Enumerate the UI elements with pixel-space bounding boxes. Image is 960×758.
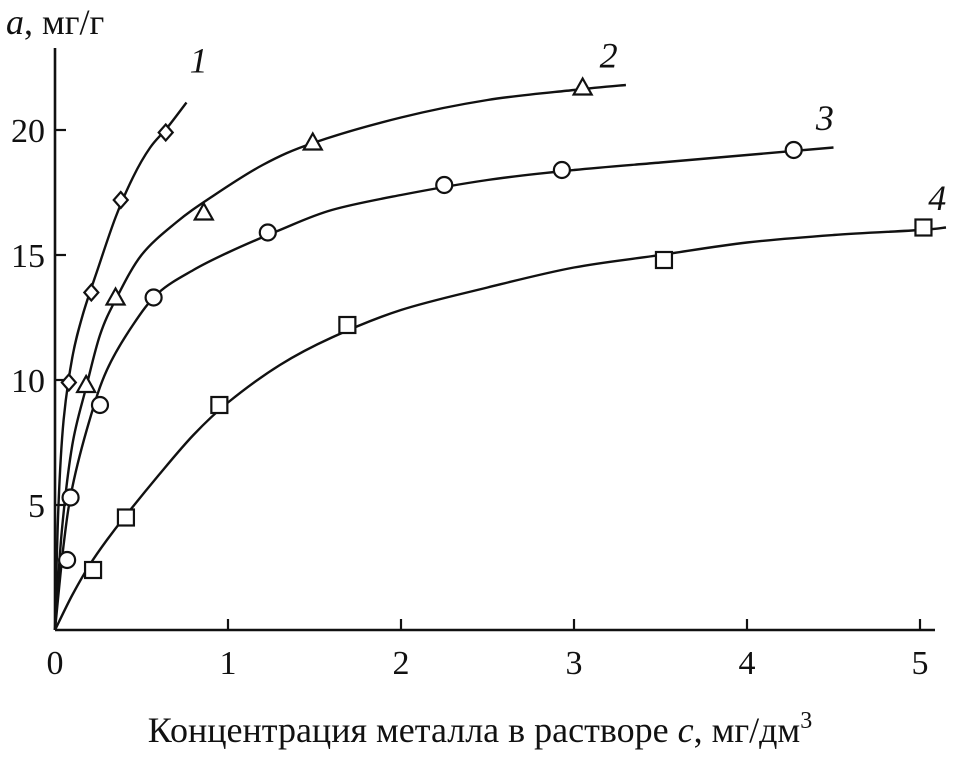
x-tick-label: 4 [739, 645, 756, 682]
series-3-point [61, 488, 80, 507]
series-2-point [571, 76, 594, 96]
x-axis-title-main: Концентрация металла в растворе [148, 710, 678, 750]
axes [53, 48, 935, 632]
series-2-curve [53, 83, 627, 631]
series-curves [53, 83, 947, 631]
series-3-point [58, 550, 77, 570]
series-1-point [157, 122, 175, 143]
series-2-point [301, 131, 324, 151]
series-4-curve [53, 226, 947, 631]
y-tick-label: 10 [11, 363, 45, 400]
series-2-point [192, 201, 215, 221]
x-axis-title: Концентрация металла в растворе c, мг/дм… [148, 708, 812, 750]
x-tick-label: 2 [393, 645, 410, 682]
x-tick-label: 3 [566, 645, 583, 682]
series-3-point [784, 140, 803, 160]
series-4-label: 4 [928, 178, 946, 218]
series-2-label: 2 [600, 36, 618, 76]
series-1-point [82, 282, 100, 303]
series-1-point [112, 190, 130, 210]
y-tick-label: 5 [28, 488, 45, 525]
series-2-point [104, 286, 127, 306]
y-axis-title: a, мг/г [6, 2, 104, 42]
series-3-curve [53, 146, 834, 631]
series-4-point [338, 315, 357, 335]
series-3-point [435, 175, 454, 195]
x-axis-unit-superscript: 3 [800, 708, 812, 734]
series-4-point [654, 250, 674, 270]
y-axis-variable: a [6, 2, 24, 42]
series-3-label: 3 [815, 98, 834, 138]
series-3-point [552, 160, 571, 180]
series-4-point [210, 395, 229, 415]
series-markers [58, 76, 933, 580]
x-tick-label: 0 [47, 645, 64, 682]
x-axis-unit: , мг/дм [694, 710, 801, 750]
series-1-point [60, 372, 78, 393]
series-labels: 1 2 3 4 [190, 36, 947, 219]
series-2-point [75, 373, 98, 394]
y-axis-unit: , мг/г [24, 2, 104, 42]
series-4-point [116, 508, 136, 527]
y-tick-label: 20 [11, 113, 45, 150]
series-3-point [90, 395, 110, 415]
series-1-curve [53, 101, 188, 631]
ticks: 0 1 2 3 4 5 5 10 15 20 [11, 113, 929, 682]
series-4-point [914, 218, 933, 237]
x-axis-variable: c [678, 710, 694, 750]
x-tick-label: 5 [912, 645, 929, 682]
series-3-point [258, 223, 277, 242]
y-tick-label: 15 [11, 238, 45, 275]
series-3-point [144, 288, 163, 307]
series-1-label: 1 [190, 41, 208, 81]
series-4-point [83, 560, 103, 580]
x-tick-label: 1 [220, 645, 237, 682]
